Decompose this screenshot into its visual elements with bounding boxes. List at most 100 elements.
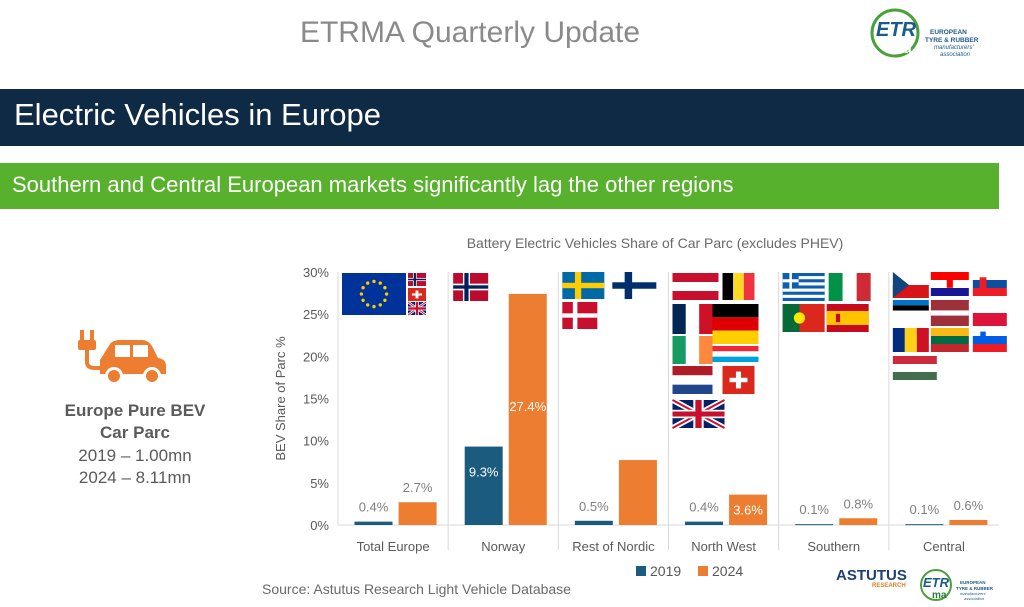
chart-title: Battery Electric Vehicles Share of Car P… <box>466 235 844 251</box>
x-tick-label: Total Europe <box>357 539 430 554</box>
latvia-flag <box>930 300 969 326</box>
sweden-flag <box>562 272 605 299</box>
logo-mark-top: ETR <box>876 19 917 41</box>
bar-2024-southern <box>839 518 878 525</box>
data-label: 3.6% <box>733 503 763 518</box>
electric-car-icon <box>78 330 166 385</box>
y-axis-title: BEV Share of Parc % <box>273 336 288 461</box>
uk-flag <box>671 397 726 431</box>
uk-flag <box>407 300 427 317</box>
logo-small-mark-top: ETR <box>923 575 950 590</box>
section-title: Electric Vehicles in Europe <box>14 97 382 132</box>
eu-flag <box>342 273 406 315</box>
bar-2024-norway <box>508 293 547 525</box>
y-tick-label: 5% <box>310 476 329 491</box>
italy-flag <box>828 273 871 301</box>
germany-flag <box>712 304 759 344</box>
czechia-flag <box>892 272 929 298</box>
x-tick-label: Rest of Nordic <box>572 539 655 554</box>
legend-label-2019: 2019 <box>650 563 681 579</box>
portugal-flag <box>782 304 825 332</box>
logo-small-line3: manufacturers' <box>960 591 987 596</box>
austria-flag <box>672 273 719 300</box>
bar-2019-rest-of-nordic <box>574 520 613 525</box>
bev-parc-title-line2: Car Parc <box>100 423 170 442</box>
bar-2019-southern <box>795 524 834 526</box>
belgium-flag <box>722 273 755 300</box>
headline-banner: Southern and Central European markets si… <box>0 163 999 209</box>
data-label: 7.7% <box>623 565 653 580</box>
y-tick-label: 25% <box>303 307 329 322</box>
data-label: 0.6% <box>954 498 984 513</box>
bar-2019-norway <box>464 446 503 525</box>
lithuania-flag <box>930 328 969 352</box>
y-tick-label: 10% <box>303 434 329 449</box>
switzerland-flag <box>408 288 426 301</box>
hungary-flag <box>892 356 937 380</box>
bev-parc-title-line1: Europe Pure BEV <box>64 401 206 420</box>
logo-mark-bottom: ma <box>890 40 912 57</box>
ireland-flag <box>672 336 713 364</box>
etrma-logo-small: ETR ma EUROPEAN TYRE & RUBBER manufactur… <box>920 569 994 601</box>
bar-2024-central <box>949 519 988 525</box>
poland-flag <box>972 300 1007 326</box>
logo-line4: association <box>940 52 971 58</box>
data-label: 0.4% <box>359 500 389 515</box>
denmark-flag <box>562 302 598 329</box>
section-banner: Electric Vehicles in Europe <box>0 89 1024 146</box>
logo-small-line2: TYRE & RUBBER <box>956 586 994 591</box>
bar-2024-total-europe <box>398 502 437 525</box>
netherlands-flag <box>672 366 713 394</box>
x-tick-label: North West <box>691 539 756 554</box>
bar-2024-rest-of-nordic <box>618 460 657 525</box>
page-title: ETRMA Quarterly Update <box>299 16 641 49</box>
greece-flag <box>782 273 825 301</box>
y-tick-label: 20% <box>303 349 329 364</box>
france-flag <box>672 304 713 334</box>
y-tick-label: 30% <box>303 265 329 280</box>
romania-flag <box>892 328 929 352</box>
norway-flag <box>408 273 426 286</box>
legend-swatch-2019 <box>636 566 646 576</box>
data-label: 2.7% <box>403 480 433 495</box>
croatia-flag <box>930 272 969 296</box>
x-tick-label: Norway <box>481 539 526 554</box>
x-tick-label: Southern <box>807 539 860 554</box>
data-label: 0.4% <box>689 500 719 515</box>
data-label: 0.5% <box>579 499 609 514</box>
logo-small-line4: association <box>964 596 985 601</box>
x-tick-label: Central <box>923 539 965 554</box>
source-note: Source: Astutus Research Light Vehicle D… <box>262 581 571 597</box>
y-tick-label: 0% <box>310 518 329 533</box>
logo-line2: TYRE & RUBBER <box>925 37 979 44</box>
switzerland-flag <box>722 366 755 394</box>
legend-label-2024: 2024 <box>712 563 743 579</box>
data-label: 0.1% <box>910 502 940 517</box>
spain-flag <box>826 304 869 332</box>
astutus-sub: RESEARCH <box>872 583 906 589</box>
astutus-logo: ASTUTUS <box>836 567 907 584</box>
logo-line1: EUROPEAN <box>930 29 967 36</box>
logo-line3: manufacturers' <box>934 45 974 51</box>
data-label: 9.3% <box>469 465 499 480</box>
data-label: 27.4% <box>509 399 546 414</box>
slovenia-flag <box>972 328 1007 352</box>
headline-text: Southern and Central European markets si… <box>12 172 734 197</box>
finland-flag <box>612 272 657 299</box>
etrma-logo: ETR ma EUROPEAN TYRE & RUBBER manufactur… <box>870 8 979 58</box>
luxembourg-flag <box>712 346 759 362</box>
logo-small-mark-bottom: ma <box>932 590 947 601</box>
bar-2019-total-europe <box>354 521 393 525</box>
y-tick-label: 15% <box>303 392 329 407</box>
bar-2019-central <box>905 524 944 526</box>
legend-swatch-2024 <box>698 566 708 576</box>
bev-parc-2024: 2024 – 8.11mn <box>78 468 192 487</box>
norway-flag <box>453 273 489 301</box>
estonia-flag <box>892 300 929 316</box>
data-label: 0.1% <box>799 502 829 517</box>
bar-2024-north-west <box>729 494 768 525</box>
bar-2019-north-west <box>685 521 724 525</box>
slovakia-flag <box>972 272 1007 296</box>
bev-parc-title: Europe Pure BEV Car Parc <box>20 400 250 444</box>
bev-parc-2019: 2019 – 1.00mn <box>78 446 192 465</box>
